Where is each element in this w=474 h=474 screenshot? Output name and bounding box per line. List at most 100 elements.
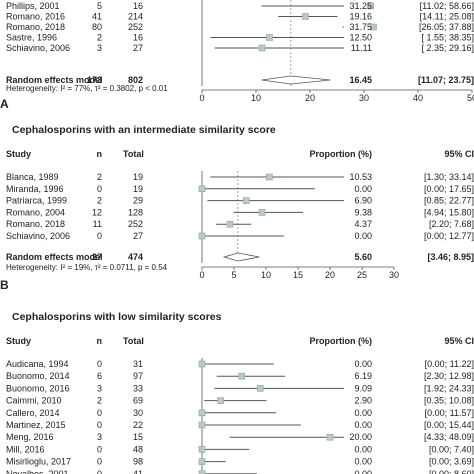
study-n: 11 [93,219,102,229]
study-proportion: 31.25 [349,1,372,11]
header-n: n [97,149,103,159]
study-ci: [14.11; 25.08] [420,12,474,22]
study-label: Audicana, 1994 [6,359,69,369]
study-total: 15 [133,432,143,442]
header-total: Total [123,336,144,346]
x-tick-label: 15 [293,270,303,280]
study-n: 0 [97,457,102,467]
header-total: Total [123,149,144,159]
study-label: Novalbos, 2001 [6,469,69,474]
study-point [370,23,377,31]
panel-title: Cephalosporins with an intermediate simi… [12,124,276,136]
study-point [266,173,273,181]
study-ci: [0.00; 12.77] [424,231,474,241]
study-n: 2 [97,196,102,206]
study-total: 19 [133,184,143,194]
study-proportion: 6.90 [354,196,372,206]
pooled-proportion: 16.45 [349,75,372,85]
study-total: 16 [133,33,143,43]
study-total: 128 [128,207,143,217]
panel-title: Cephalosporins with low similarity score… [12,311,222,323]
study-proportion: 11.11 [351,43,372,53]
study-n: 0 [97,408,102,418]
study-point [367,2,375,10]
study-ci: [0.00; 11.22] [425,359,474,369]
x-tick-label: 5 [231,270,236,280]
study-n: 0 [97,420,102,430]
x-tick-label: 0 [199,93,204,103]
header-study: Study [6,336,31,346]
study-label: Romano, 2004 [6,207,65,217]
study-total: 30 [133,408,143,418]
x-tick-label: 50 [467,93,474,103]
study-ci: [26.05; 37.88] [419,22,474,32]
study-proportion: 10.53 [349,172,372,182]
study-proportion: 31.75 [349,22,372,32]
study-total: 98 [133,457,143,467]
study-n: 0 [97,359,102,369]
study-label: Blanca, 1989 [6,172,59,182]
study-point [198,360,206,368]
pooled-diamond [261,75,331,85]
study-point [198,458,206,465]
study-label: Caimmi, 2010 [6,396,62,406]
study-total: 27 [133,43,143,53]
study-label: Martinez, 2015 [6,420,66,430]
study-total: 31 [133,359,143,369]
study-proportion: 20.00 [349,432,372,442]
study-label: Miranda, 1996 [6,184,64,194]
study-total: 33 [133,383,143,393]
study-point [198,185,206,193]
study-total: 16 [133,1,143,11]
panel-letter: B [0,278,9,292]
pooled-ci: [11.07; 23.75] [418,75,474,85]
study-proportion: 6.19 [354,371,372,381]
study-total: 97 [133,371,143,381]
study-ci: [0.00; 8.60] [429,469,474,474]
study-n: 2 [97,396,102,406]
panel-letter: A [0,97,9,111]
study-proportion: 12.50 [349,33,372,43]
study-total: 214 [128,12,143,22]
study-label: Patriarca, 1999 [6,196,67,206]
study-total: 252 [128,219,143,229]
header-proportion: Proportion (%) [310,336,373,346]
study-label: Schiavino, 2006 [6,231,70,241]
study-label: Buonomo, 2016 [6,383,70,393]
x-tick-label: 30 [389,270,399,280]
study-proportion: 4.37 [354,219,372,229]
study-point [198,421,206,429]
pooled-total: 802 [128,75,143,85]
study-label: Meng, 2016 [6,432,54,442]
header-study: Study [6,149,31,159]
study-label: Phillips, 2001 [6,1,60,11]
study-ci: [2.30; 12.98] [424,371,474,381]
study-total: 69 [133,396,143,406]
study-n: 5 [97,1,102,11]
study-point [266,34,273,41]
study-total: 41 [133,469,143,474]
study-ci: [0.00; 17.65] [424,184,474,194]
x-tick-label: 40 [413,93,423,103]
study-n: 3 [97,432,102,442]
study-label: Schiavino, 2006 [6,43,70,53]
study-total: 19 [133,172,143,182]
study-total: 27 [133,231,143,241]
study-label: Romano, 2018 [6,22,65,32]
header-n: n [97,336,103,346]
study-ci: [0.00; 3.69] [429,457,474,467]
study-ci: [0.85; 22.77] [424,196,474,206]
study-point [258,209,266,216]
study-proportion: 0.00 [354,231,372,241]
study-label: Callero, 2014 [6,408,60,418]
study-ci: [ 2.35; 29.16] [421,43,474,53]
study-ci: [2.20; 7.68] [429,219,474,229]
heterogeneity-text: Heterogeneity: I² = 19%, τ² = 0.0711, p … [6,263,168,272]
study-n: 41 [92,12,102,22]
study-label: Sastre, 1996 [6,33,57,43]
study-total: 29 [133,196,143,206]
x-tick-label: 10 [261,270,271,280]
pooled-n: 173 [87,75,102,85]
study-n: 80 [92,22,102,32]
x-tick-label: 20 [305,93,315,103]
